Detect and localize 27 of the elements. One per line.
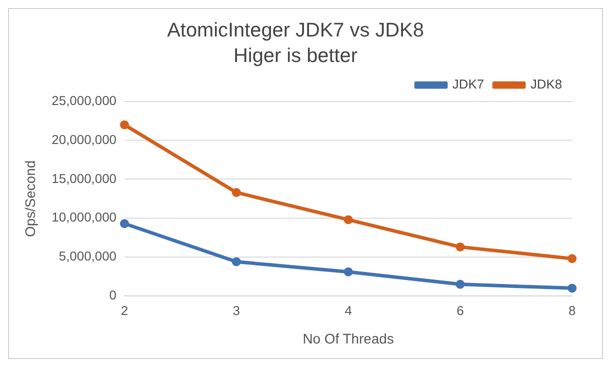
point: [568, 254, 577, 264]
x-axis-title: No Of Threads: [302, 330, 394, 347]
point: [120, 120, 129, 130]
y-tick-label: 20,000,000: [52, 132, 116, 147]
y-tick-label: 0: [109, 288, 116, 303]
legend-label: JDK8: [530, 76, 562, 92]
y-tick-label: 25,000,000: [52, 93, 116, 108]
y-tick-label: 15,000,000: [52, 170, 116, 186]
chart-subtitle: Higer is better: [234, 45, 358, 68]
point: [232, 257, 241, 266]
y-axis-title: Ops/Second: [22, 160, 38, 237]
y-tick-label: 5,000,000: [58, 248, 116, 264]
point: [344, 267, 353, 276]
point: [456, 280, 465, 289]
chart-title: AtomicInteger JDK7 vs JDK8: [167, 19, 424, 42]
legend-label: JDK7: [452, 76, 484, 92]
point: [568, 284, 577, 293]
point: [120, 219, 129, 228]
x-tick-label: 8: [568, 303, 576, 318]
x-tick-label: 3: [232, 303, 240, 318]
y-tick-label: 10,000,000: [52, 210, 116, 225]
point: [344, 215, 353, 224]
x-tick-label: 4: [344, 303, 352, 318]
point: [456, 242, 465, 252]
x-tick-label: 6: [456, 303, 464, 318]
point: [232, 188, 241, 197]
x-tick-label: 2: [120, 303, 128, 318]
